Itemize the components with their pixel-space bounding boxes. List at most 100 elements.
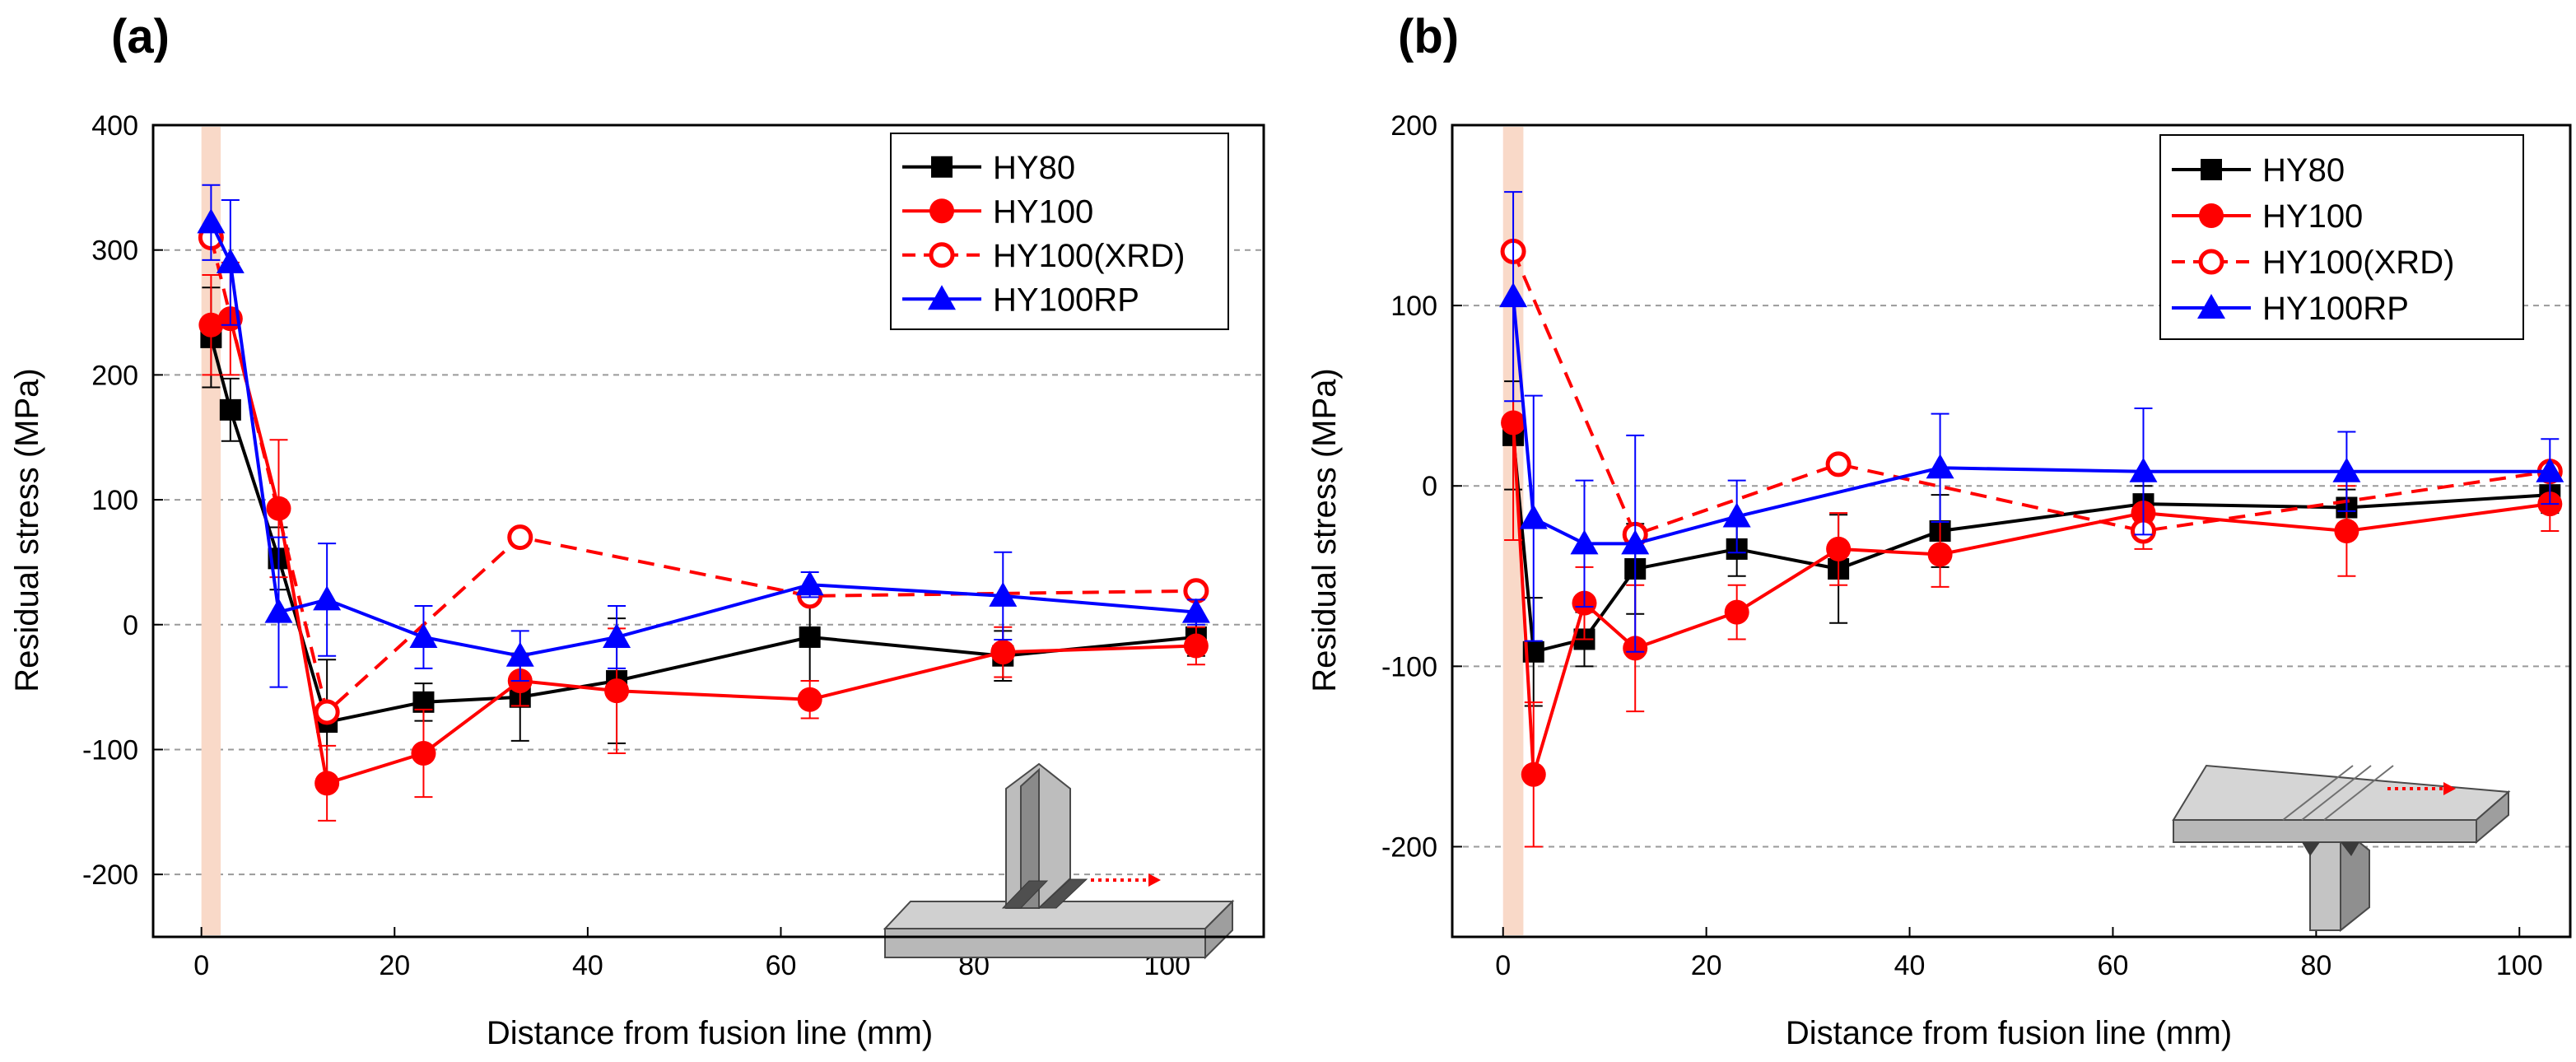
x-tick-label: 20 — [1691, 950, 1722, 981]
data-point — [314, 699, 340, 725]
data-point — [1521, 762, 1546, 787]
series-hy100-a — [198, 261, 1209, 822]
series-hy100-b — [1501, 305, 2563, 848]
inverted-t-joint-sketch — [2172, 764, 2511, 933]
x-tick-label: 40 — [572, 950, 603, 981]
data-point — [411, 741, 436, 766]
data-point — [505, 641, 534, 667]
y-tick-label: 400 — [91, 110, 138, 142]
y-tick-label: 100 — [91, 485, 138, 516]
legend-marker — [929, 242, 955, 268]
series-line — [210, 316, 1196, 786]
data-point — [1927, 542, 1953, 567]
legend-entry: HY80 — [2172, 152, 2345, 189]
series-hy100-xrd--a — [198, 225, 1209, 725]
legend-label: HY100 — [993, 193, 1093, 230]
data-point — [990, 640, 1016, 665]
data-point — [1826, 536, 1852, 561]
data-point — [799, 626, 821, 648]
x-axis-title-a: Distance from fusion line (mm) — [487, 1015, 933, 1051]
data-point — [198, 312, 224, 338]
data-point — [409, 622, 438, 648]
data-point — [1499, 282, 1528, 308]
legend-label: HY80 — [993, 150, 1075, 186]
legend-marker — [2198, 249, 2224, 275]
data-point — [313, 585, 342, 611]
x-tick-label: 60 — [766, 950, 797, 981]
data-point — [989, 581, 1018, 607]
panel-label-b: (b) — [1398, 10, 1459, 63]
data-point — [314, 771, 340, 796]
legend-label: HY80 — [2262, 152, 2345, 189]
y-tick-label: 200 — [91, 360, 138, 391]
data-point — [797, 687, 822, 712]
legend-label: HY100RP — [993, 282, 1139, 318]
legend-label: HY100 — [2262, 198, 2363, 235]
legend-entry: HY100RP — [2172, 291, 2409, 327]
t-joint-sketch — [883, 762, 1235, 960]
data-point — [1926, 454, 1954, 479]
data-point — [1724, 599, 1749, 625]
x-tick-label: 20 — [379, 950, 410, 981]
series-hy100rp-b — [1499, 191, 2564, 653]
data-point — [1825, 451, 1852, 477]
series-layer-a — [197, 184, 1210, 822]
data-point — [1570, 529, 1599, 555]
y-tick-label: 300 — [91, 235, 138, 267]
x-tick-label: 100 — [2496, 950, 2543, 981]
legend-entry: HY100(XRD) — [902, 238, 1185, 274]
data-point — [2536, 457, 2564, 482]
legend-a: HY80 HY100 HY100(XRD) HY100RP — [890, 133, 1229, 330]
y-tick-label: -200 — [82, 859, 138, 891]
data-point — [1722, 502, 1751, 528]
series-line — [1512, 435, 2550, 654]
legend-b: HY80 HY100 HY100(XRD) HY100RP — [2159, 134, 2524, 340]
y-axis-title-a: Residual stress (MPa) — [9, 368, 45, 692]
x-tick-label: 40 — [1894, 950, 1926, 981]
legend-entry: HY100RP — [902, 282, 1139, 318]
legend-marker — [929, 198, 954, 224]
legend-marker — [2197, 294, 2225, 319]
data-point — [1621, 529, 1650, 555]
data-point — [604, 678, 630, 704]
y-tick-label: 200 — [1390, 110, 1437, 142]
y-tick-label: 100 — [1390, 291, 1437, 322]
direction-arrow-icon — [1091, 873, 1161, 887]
direction-arrow-icon — [2387, 782, 2456, 795]
data-point — [1501, 410, 1526, 436]
x-tick-label: 0 — [1495, 950, 1511, 981]
y-tick-label: 0 — [123, 610, 138, 641]
data-point — [1181, 598, 1210, 623]
data-point — [795, 571, 824, 596]
legend-entry: HY100 — [902, 193, 1093, 230]
ticks-b: -200 -100 0 100 200 0 20 40 60 80 100 — [1381, 110, 2543, 981]
x-tick-label: 80 — [2300, 950, 2331, 981]
series-hy80-b — [1502, 380, 2561, 707]
series-line — [209, 337, 1197, 724]
data-point — [2332, 457, 2361, 482]
data-point — [197, 208, 226, 234]
data-point — [216, 248, 245, 273]
plot-frame-a — [151, 123, 1265, 939]
data-point — [2334, 519, 2359, 543]
data-point — [1183, 633, 1209, 659]
grid-b — [1452, 305, 2570, 848]
series-hy80-a — [200, 286, 1207, 785]
panel-b: (b) -200 -100 0 100 200 0 20 40 60 80 100 Distance… — [1307, 10, 2572, 1051]
legend-marker — [931, 156, 953, 178]
legend-label: HY100RP — [2262, 291, 2409, 327]
y-tick-label: -100 — [82, 734, 138, 766]
legend-entry: HY100 — [2172, 198, 2363, 235]
data-point — [603, 622, 631, 648]
y-tick-label: 0 — [1422, 471, 1437, 502]
data-point — [507, 524, 533, 551]
legend-entry: HY80 — [902, 150, 1075, 186]
x-axis-title-b: Distance from fusion line (mm) — [1786, 1015, 2232, 1051]
series-line — [1512, 422, 2550, 776]
legend-entry: HY100(XRD) — [2172, 245, 2454, 281]
plot-frame-b — [1451, 123, 2572, 939]
series-hy100rp-a — [197, 184, 1210, 688]
y-tick-label: -100 — [1381, 651, 1437, 682]
